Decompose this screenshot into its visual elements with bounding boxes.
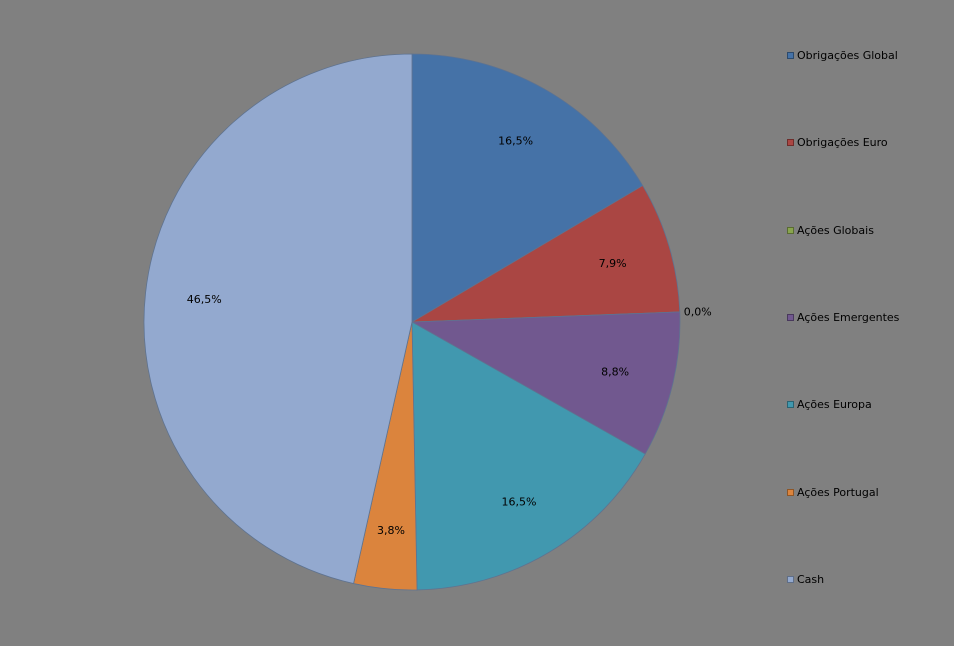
legend-item-obrigacoes-global: Obrigações Global — [787, 49, 898, 62]
legend-label: Obrigações Global — [797, 49, 898, 62]
slice-label-acoes-portugal: 3,8% — [377, 524, 405, 537]
legend-swatch — [787, 575, 794, 583]
legend-item-acoes-europa: Ações Europa — [787, 398, 872, 411]
legend-swatch — [787, 139, 794, 147]
legend-item-obrigacoes-euro: Obrigações Euro — [787, 136, 888, 149]
slice-label-acoes-emergentes: 8,8% — [601, 365, 629, 378]
legend-label: Ações Globais — [797, 223, 874, 237]
legend-swatch — [787, 401, 794, 409]
legend-swatch — [787, 488, 794, 496]
slice-label-acoes-globais: 0,0% — [684, 306, 712, 319]
slice-label-acoes-europa: 16,5% — [502, 496, 537, 509]
pie-slice-obrigacoes-euro — [411, 185, 681, 323]
legend-item-cash: Cash — [787, 573, 824, 586]
legend-label: Ações Europa — [797, 398, 872, 412]
slice-label-obrigacoes-euro: 7,9% — [599, 257, 627, 270]
slice-label-cash: 46,5% — [187, 293, 222, 306]
legend-label: Obrigações Euro — [797, 136, 888, 150]
pie-slice-cash — [143, 53, 413, 585]
pie-slice-acoes-emergentes — [410, 311, 681, 455]
pie-slice-acoes-europa — [411, 321, 646, 591]
legend-label: Ações Emergentes — [797, 310, 900, 324]
legend-swatch — [787, 313, 794, 321]
legend-swatch — [787, 52, 794, 59]
slice-label-obrigacoes-global: 16,5% — [498, 134, 533, 147]
legend-label: Ações Portugal — [797, 485, 879, 499]
legend-swatch — [787, 226, 794, 234]
legend-item-acoes-portugal: Ações Portugal — [787, 486, 879, 499]
legend: Obrigações Global Obrigações Euro Ações Gl… — [787, 0, 952, 646]
legend-item-acoes-globais: Ações Globais — [787, 224, 874, 237]
pie-slice-obrigacoes-global — [411, 53, 644, 323]
legend-label: Cash — [797, 572, 825, 586]
legend-item-acoes-emergentes: Ações Emergentes — [787, 311, 899, 324]
